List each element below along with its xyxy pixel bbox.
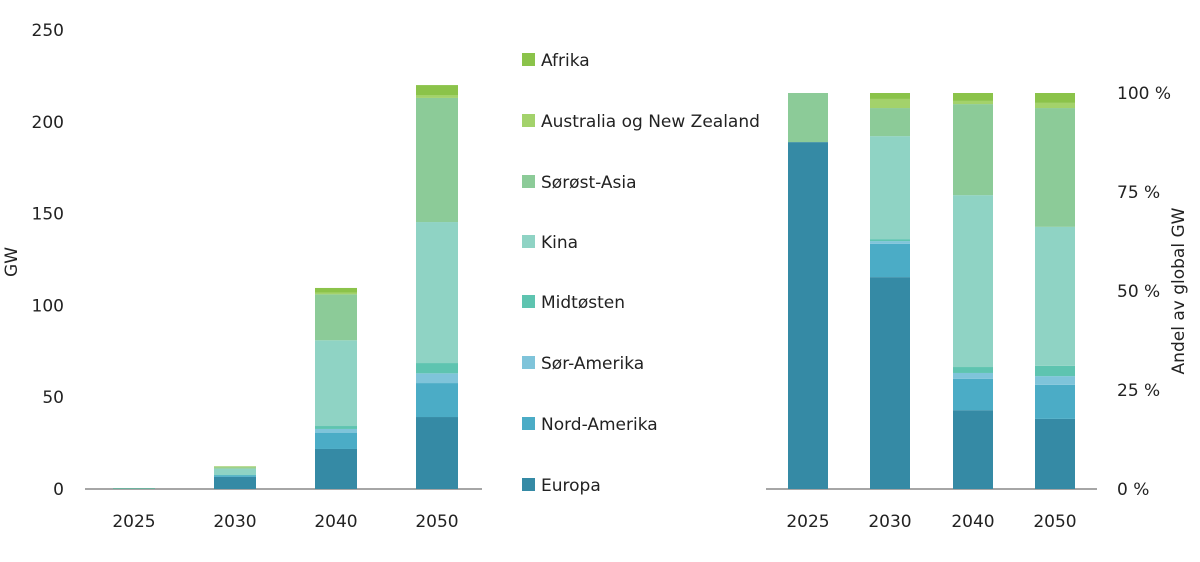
bar-segment-australia-og-new-zealand-2030 bbox=[214, 466, 256, 468]
bar-segment-midtøsten-2050 bbox=[416, 363, 458, 374]
legend-item: Kina bbox=[522, 233, 578, 253]
y-tick-label: 100 bbox=[32, 296, 64, 316]
legend-item: Sør-Amerika bbox=[522, 354, 644, 374]
bar-segment-europa-2030 bbox=[214, 476, 256, 489]
bar-segment-afrika-2050 bbox=[1035, 93, 1075, 103]
bar-segment-kina-2030 bbox=[870, 136, 910, 240]
bar-segment-sørøst-asia-2050 bbox=[1035, 108, 1075, 227]
bar-segment-kina-2040 bbox=[953, 195, 993, 368]
bar-segment-afrika-2030 bbox=[870, 93, 910, 99]
y-axis-label: Andel av global GW bbox=[1169, 207, 1189, 374]
y-tick-label: 150 bbox=[32, 205, 64, 225]
y-tick-label: 0 bbox=[53, 480, 64, 500]
bar-segment-europa-2040 bbox=[315, 448, 357, 489]
bar-segment-sørøst-asia-2025 bbox=[113, 488, 155, 489]
bar-segment-europa-2030 bbox=[870, 277, 910, 489]
bar-segment-sør-amerika-2040 bbox=[315, 428, 357, 434]
legend-swatch bbox=[522, 478, 535, 491]
legend: Afrika Australia og New Zealand Sørøst-Asi… bbox=[522, 51, 760, 496]
y-tick-label: 100 % bbox=[1117, 84, 1171, 104]
legend-label: Afrika bbox=[541, 51, 590, 71]
bar-segment-sørøst-asia-2040 bbox=[315, 294, 357, 341]
bar-segment-sørøst-asia-2050 bbox=[416, 97, 458, 223]
legend-label: Kina bbox=[541, 233, 578, 253]
bar-segment-sør-amerika-2050 bbox=[416, 373, 458, 384]
bar-segment-sørøst-asia-2030 bbox=[214, 467, 256, 469]
bar-segment-nord-amerika-2040 bbox=[953, 378, 993, 411]
y-tick-label: 25 % bbox=[1117, 381, 1160, 401]
legend-item: Nord-Amerika bbox=[522, 415, 658, 435]
x-tick-label: 2030 bbox=[868, 512, 911, 532]
bar-segment-australia-og-new-zealand-2050 bbox=[1035, 102, 1075, 109]
bar-segment-australia-og-new-zealand-2040 bbox=[315, 292, 357, 295]
bar-segment-sørøst-asia-2030 bbox=[870, 108, 910, 137]
bar-segment-sør-amerika-2030 bbox=[870, 241, 910, 244]
x-tick-label: 2050 bbox=[1033, 512, 1076, 532]
bar-segment-australia-og-new-zealand-2050 bbox=[416, 94, 458, 98]
bar-segment-europa-2025 bbox=[788, 142, 828, 489]
legend-label: Sørøst-Asia bbox=[541, 173, 637, 193]
legend-swatch bbox=[522, 53, 535, 66]
legend-label: Europa bbox=[541, 476, 601, 496]
bar-segment-australia-og-new-zealand-2040 bbox=[953, 100, 993, 105]
bar-segment-nord-amerika-2030 bbox=[214, 475, 256, 477]
bar-segment-midtøsten-2040 bbox=[953, 367, 993, 373]
y-tick-label: 200 bbox=[32, 113, 64, 133]
bar-segment-midtøsten-2050 bbox=[1035, 365, 1075, 377]
y-tick-label: 50 bbox=[42, 388, 64, 408]
legend-swatch bbox=[522, 175, 535, 188]
bar-segment-afrika-2040 bbox=[315, 287, 357, 293]
bar-segment-midtøsten-2030 bbox=[214, 474, 256, 476]
y-tick-label: 50 % bbox=[1117, 282, 1160, 302]
legend-item: Sørøst-Asia bbox=[522, 173, 637, 193]
bar-segment-europa-2050 bbox=[1035, 418, 1075, 489]
bar-segment-nord-amerika-2040 bbox=[315, 433, 357, 449]
bar-segment-kina-2050 bbox=[1035, 226, 1075, 366]
left-chart-gw: 0 50 100 150 200 250 GW 2025 2030 2040 2050 bbox=[2, 21, 482, 532]
bar-segment-afrika-2050 bbox=[416, 85, 458, 95]
bar-segment-sørøst-asia-2040 bbox=[953, 104, 993, 196]
bar-segment-afrika-2040 bbox=[953, 93, 993, 101]
bar-segment-europa-2040 bbox=[953, 410, 993, 489]
legend-swatch bbox=[522, 235, 535, 248]
y-axis-label: GW bbox=[2, 247, 22, 277]
bar-segment-nord-amerika-2030 bbox=[870, 243, 910, 278]
bar-segment-nord-amerika-2050 bbox=[416, 383, 458, 418]
legend-label: Nord-Amerika bbox=[541, 415, 658, 435]
legend-swatch bbox=[522, 295, 535, 308]
legend-item: Midtøsten bbox=[522, 293, 625, 313]
bar-segment-midtøsten-2030 bbox=[870, 239, 910, 242]
y-tick-label: 250 bbox=[32, 21, 64, 41]
bar-segment-kina-2040 bbox=[315, 340, 357, 427]
legend-label: Australia og New Zealand bbox=[541, 112, 760, 132]
x-tick-label: 2030 bbox=[213, 512, 256, 532]
bar-segment-australia-og-new-zealand-2030 bbox=[870, 98, 910, 109]
legend-label: Midtøsten bbox=[541, 293, 625, 313]
bar-segment-afrika-2030 bbox=[214, 466, 256, 468]
legend-label: Sør-Amerika bbox=[541, 354, 644, 374]
x-tick-label: 2050 bbox=[415, 512, 458, 532]
y-tick-label: 0 % bbox=[1117, 480, 1149, 500]
legend-item: Europa bbox=[522, 476, 601, 496]
x-tick-label: 2040 bbox=[314, 512, 357, 532]
bar-segment-kina-2050 bbox=[416, 222, 458, 364]
bar-segment-midtøsten-2040 bbox=[315, 426, 357, 429]
legend-swatch bbox=[522, 356, 535, 369]
legend-item: Afrika bbox=[522, 51, 590, 71]
legend-swatch bbox=[522, 114, 535, 127]
x-tick-label: 2025 bbox=[112, 512, 155, 532]
bar-segment-nord-amerika-2050 bbox=[1035, 384, 1075, 419]
bar-segment-kina-2030 bbox=[214, 468, 256, 475]
y-tick-label: 75 % bbox=[1117, 183, 1160, 203]
bar-segment-europa-2050 bbox=[416, 417, 458, 489]
legend-item: Australia og New Zealand bbox=[522, 112, 760, 132]
bar-segment-sør-amerika-2050 bbox=[1035, 376, 1075, 385]
legend-swatch bbox=[522, 417, 535, 430]
bar-segment-sør-amerika-2040 bbox=[953, 372, 993, 379]
right-chart-share: 0 % 25 % 50 % 75 % 100 % Andel av global GW 20… bbox=[766, 84, 1189, 532]
x-tick-label: 2040 bbox=[951, 512, 994, 532]
x-tick-label: 2025 bbox=[786, 512, 829, 532]
bar-segment-sørøst-asia-2025 bbox=[788, 93, 828, 143]
